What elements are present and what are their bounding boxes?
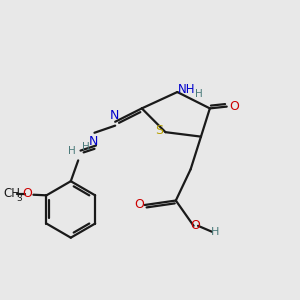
Text: H: H: [195, 89, 203, 99]
Text: CH: CH: [3, 187, 20, 200]
Text: S: S: [155, 124, 163, 136]
Text: N: N: [89, 136, 99, 148]
Text: H: H: [211, 227, 219, 237]
Text: O: O: [229, 100, 239, 112]
Text: O: O: [134, 198, 144, 211]
Text: O: O: [22, 187, 32, 200]
Text: O: O: [191, 219, 201, 232]
Text: NH: NH: [178, 83, 196, 97]
Text: 3: 3: [16, 194, 22, 203]
Text: N: N: [110, 109, 119, 122]
Text: H: H: [68, 146, 76, 157]
Text: H: H: [82, 142, 90, 152]
